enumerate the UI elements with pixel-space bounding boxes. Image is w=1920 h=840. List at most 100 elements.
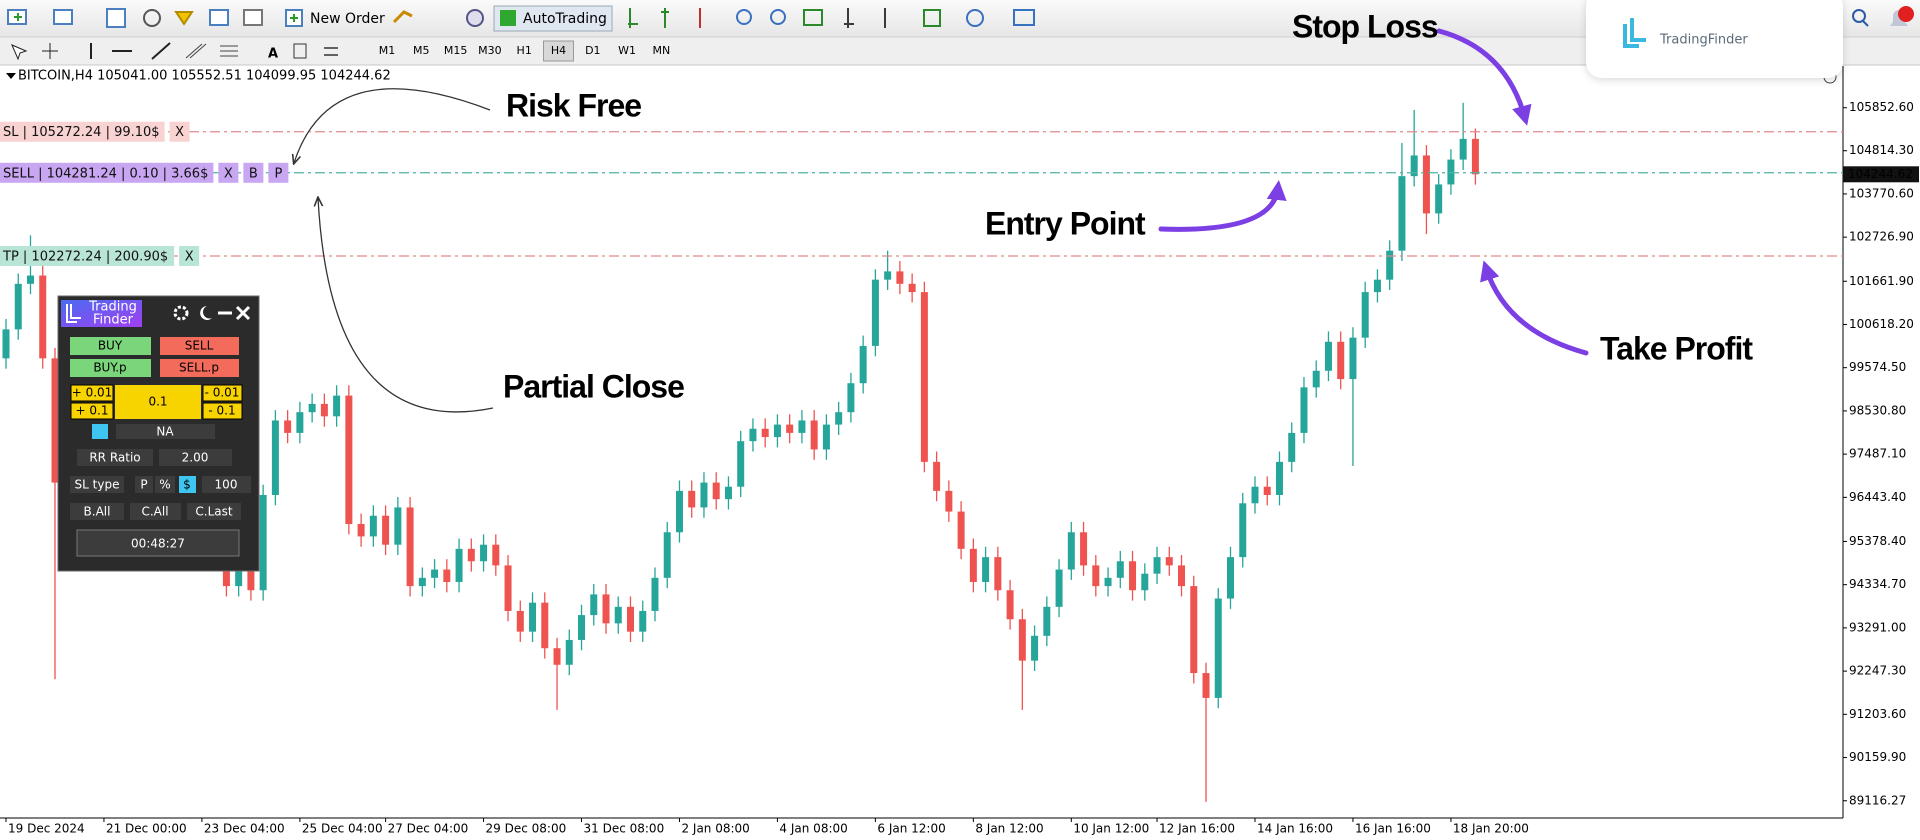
sl-type-option[interactable]: $ [183,478,191,492]
lot-step[interactable]: + 0.1 [76,404,109,418]
button[interactable] [130,503,181,520]
lot-step[interactable]: - 0.01 [205,386,240,400]
candle-body [1092,565,1100,587]
trade-button-box[interactable] [179,245,200,266]
annotation: Entry Point [985,205,1146,241]
x-tick-label: 25 Dec 04:00 [302,822,383,836]
sell-p-button[interactable]: SELL.p [179,361,219,375]
button[interactable] [202,402,243,420]
y-tick-label: 90159.90 [1849,750,1906,764]
button[interactable] [202,384,243,402]
timeframe-label[interactable]: MN [653,44,671,57]
x-tick-label: 19 Dec 2024 [8,822,85,836]
logo-text: Trading [88,300,137,315]
input-box[interactable] [202,476,251,493]
candle-body [1067,532,1075,570]
trade-button[interactable]: X [185,249,194,264]
color-swatch[interactable] [92,424,108,439]
candle-body [284,420,292,433]
input-box[interactable] [159,449,232,466]
button[interactable] [70,337,151,355]
arrow [294,88,491,163]
candle-body [1239,503,1247,558]
search-icon[interactable] [1852,9,1866,23]
timeframe-label[interactable]: M1 [379,44,396,57]
y-tick-label: 103770.60 [1849,186,1914,200]
lot-box[interactable] [115,385,201,419]
button[interactable] [70,359,151,377]
close-icon[interactable] [235,305,251,321]
candle-body [626,606,634,632]
button[interactable] [160,337,239,355]
sl-type-option[interactable]: % [159,478,170,492]
timeframe-label[interactable]: H1 [517,44,532,57]
sell-button[interactable]: SELL [185,339,214,353]
timeframe-button[interactable] [543,40,574,62]
rr-value[interactable]: 2.00 [182,451,209,465]
candle-body [1312,370,1320,388]
candle-body [957,511,965,549]
settings-icon[interactable] [173,305,189,321]
buy-p-button[interactable]: BUY.p [93,361,126,375]
trade-button-box[interactable] [268,162,289,183]
candle-body [455,548,463,582]
button[interactable] [135,476,153,493]
toolbar-button[interactable]: AutoTrading [523,11,607,27]
candle-body [1435,184,1443,214]
trade-lines: SL | 105272.24 | 99.10$ X SELL | 104281.24… [0,121,1843,266]
toolbar-button[interactable]: New Order [310,11,385,27]
y-tick-label: 101661.90 [1849,274,1914,288]
trade-button[interactable]: P [274,166,282,181]
button[interactable] [187,503,241,520]
trade-button-box[interactable] [169,121,190,142]
lot-step[interactable]: - 0.1 [208,404,235,418]
button[interactable] [70,402,114,420]
button[interactable] [70,384,114,402]
logo-text: Finder [93,313,134,328]
close-button[interactable]: C.All [141,505,168,519]
candle-body [871,279,879,346]
candle-body [418,577,426,587]
candle-body [39,275,47,359]
sl-value[interactable]: 100 [215,478,238,492]
button[interactable] [160,359,239,377]
logo-icon [66,304,81,323]
button[interactable] [70,503,124,520]
candle-body [296,412,304,433]
candle-body [1153,557,1161,574]
trade-label-box [0,121,165,142]
theme-icon[interactable] [200,306,212,320]
y-tick-label: 92247.30 [1849,664,1906,678]
candle-body [933,461,941,491]
trade-label-box [0,245,175,266]
lot-step[interactable]: + 0.01 [72,386,113,400]
y-tick-label: 96443.40 [1849,490,1906,504]
trade-button[interactable]: B [249,166,258,181]
trade-button-box[interactable] [243,162,264,183]
candle-body [602,594,610,624]
close-button[interactable]: B.All [84,505,111,519]
button[interactable] [155,476,175,493]
timeframe-label[interactable]: M30 [478,44,502,57]
close-button[interactable]: C.Last [195,505,232,519]
sl-type-option[interactable]: P [140,478,147,492]
button[interactable] [179,476,196,493]
timeframe-label[interactable]: W1 [618,44,636,57]
lot-value[interactable]: 0.1 [148,395,167,409]
timeframe-label[interactable]: H4 [551,44,566,57]
buy-button[interactable]: BUY [98,339,123,353]
candle-body [467,548,475,562]
trade-button[interactable]: X [175,125,184,140]
badge [1898,6,1914,22]
candle-body [235,557,243,587]
timeframe-label[interactable]: M5 [413,44,430,57]
trade-button[interactable]: X [224,166,233,181]
watermark-text: TradingFinder [1659,33,1748,48]
candle-body [516,610,524,632]
candle-body [590,594,598,616]
text-tool[interactable]: A [268,47,278,62]
timeframe-label[interactable]: D1 [585,44,600,57]
trade-button-box[interactable] [218,162,239,183]
timeframe-label[interactable]: M15 [444,44,468,57]
